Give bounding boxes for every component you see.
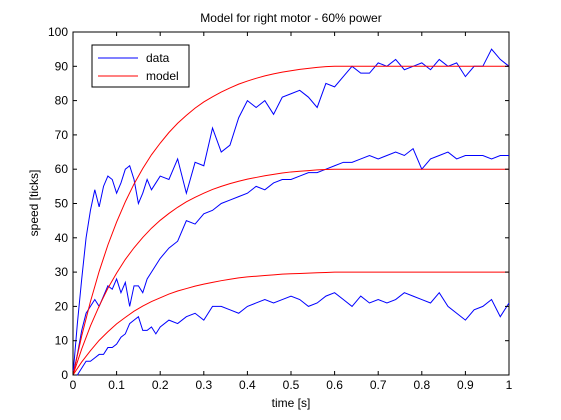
x-tick-label: 0.3 bbox=[195, 378, 212, 392]
legend-label-data: data bbox=[146, 51, 170, 65]
axes-box bbox=[72, 31, 510, 376]
y-ticks: 0 10 20 30 40 50 60 70 80 90 100 bbox=[48, 25, 509, 382]
series-line-model bbox=[72, 65, 509, 376]
legend-label-model: model bbox=[146, 69, 179, 83]
legend-box bbox=[91, 44, 190, 88]
legend: data model bbox=[91, 44, 190, 88]
series-line-data bbox=[72, 48, 510, 376]
x-tick-label: 0.9 bbox=[457, 378, 474, 392]
x-tick-label: 0.8 bbox=[413, 378, 430, 392]
series-line-model bbox=[72, 168, 509, 376]
x-tick-label: 1 bbox=[506, 378, 513, 392]
y-tick-label: 60 bbox=[55, 162, 69, 176]
x-tick-label: 0.2 bbox=[152, 378, 169, 392]
y-tick-label: 30 bbox=[55, 265, 69, 279]
series-line-model bbox=[72, 271, 509, 376]
y-tick-label: 80 bbox=[55, 94, 69, 108]
y-tick-label: 40 bbox=[55, 231, 69, 245]
y-tick-label: 90 bbox=[55, 59, 69, 73]
x-tick-label: 0.1 bbox=[108, 378, 125, 392]
chart-title: Model for right motor - 60% power bbox=[200, 11, 381, 25]
y-tick-label: 100 bbox=[48, 25, 68, 39]
series-lines bbox=[72, 48, 510, 376]
y-tick-label: 0 bbox=[61, 368, 68, 382]
x-ticks: 0 0.1 0.2 0.3 0.4 0.5 0.6 0.7 0.8 0.9 1 bbox=[70, 32, 513, 392]
x-tick-label: 0.6 bbox=[326, 378, 343, 392]
x-tick-label: 0.4 bbox=[239, 378, 256, 392]
x-tick-label: 0 bbox=[70, 378, 77, 392]
y-tick-label: 70 bbox=[55, 128, 69, 142]
x-tick-label: 0.5 bbox=[283, 378, 300, 392]
y-tick-label: 50 bbox=[55, 197, 69, 211]
x-tick-label: 0.7 bbox=[370, 378, 387, 392]
y-tick-label: 20 bbox=[55, 299, 69, 313]
plot-area: 0 0.1 0.2 0.3 0.4 0.5 0.6 0.7 0.8 0.9 1 0 10 20 30 40 5… bbox=[48, 25, 513, 392]
x-axis-label: time [s] bbox=[272, 396, 311, 410]
series-line-data bbox=[73, 291, 510, 376]
y-axis-label: speed [ticks] bbox=[27, 170, 41, 237]
y-tick-label: 10 bbox=[55, 334, 69, 348]
